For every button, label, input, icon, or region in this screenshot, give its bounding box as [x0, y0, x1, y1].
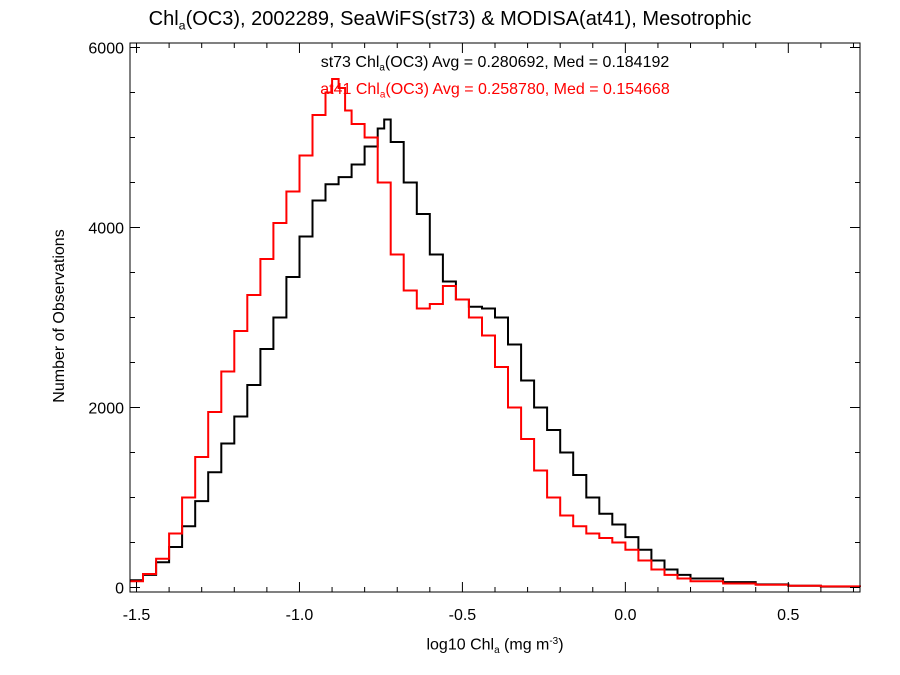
x-axis-label: log10 Chla (mg m-3): [426, 636, 564, 656]
series-line-st73: [130, 118, 861, 588]
y-tick-label: 2000: [88, 401, 124, 418]
annotation-at41: at41 Chla(OC3) Avg = 0.258780, Med = 0.1…: [320, 81, 670, 101]
x-tick-label: -1.5: [123, 607, 151, 624]
y-tick-label: 0: [115, 581, 124, 598]
y-tick-label: 6000: [88, 41, 124, 58]
x-tick-label: -0.5: [449, 607, 477, 624]
x-tick-label: 0.5: [777, 607, 799, 624]
axes-layer: -1.5 -1.0 -0.5 0.0 0.5 0 2000 4000 6000: [88, 41, 861, 624]
annotation-st73: st73 Chla(OC3) Avg = 0.280692, Med = 0.1…: [320, 54, 670, 74]
x-tick-label: -1.0: [286, 607, 314, 624]
x-tick-label: 0.0: [614, 607, 636, 624]
series-layer: [130, 78, 861, 588]
chart-title: Chla(OC3), 2002289, SeaWiFS(st73) & MODI…: [148, 8, 752, 33]
series-line-at41: [130, 78, 861, 588]
y-tick-label: 4000: [88, 221, 124, 238]
